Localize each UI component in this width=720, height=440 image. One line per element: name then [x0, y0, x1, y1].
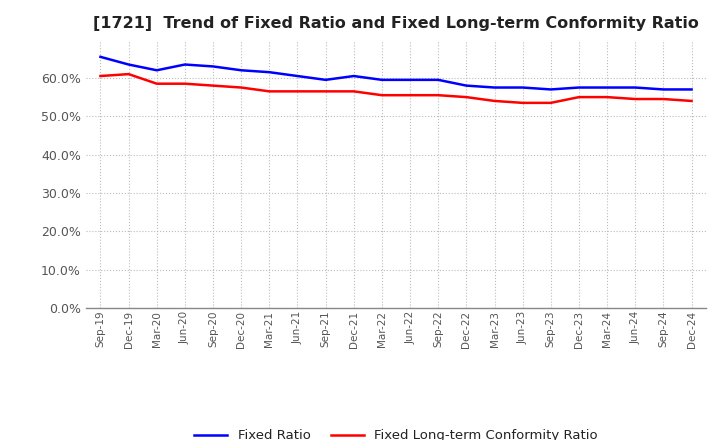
- Fixed Long-term Conformity Ratio: [462, 95, 471, 100]
- Fixed Long-term Conformity Ratio: [659, 96, 667, 102]
- Fixed Ratio: [659, 87, 667, 92]
- Fixed Long-term Conformity Ratio: [687, 98, 696, 103]
- Line: Fixed Long-term Conformity Ratio: Fixed Long-term Conformity Ratio: [101, 74, 691, 103]
- Fixed Long-term Conformity Ratio: [349, 89, 358, 94]
- Fixed Ratio: [125, 62, 133, 67]
- Fixed Ratio: [181, 62, 189, 67]
- Fixed Long-term Conformity Ratio: [321, 89, 330, 94]
- Fixed Ratio: [321, 77, 330, 82]
- Fixed Long-term Conformity Ratio: [631, 96, 639, 102]
- Fixed Ratio: [546, 87, 555, 92]
- Fixed Long-term Conformity Ratio: [575, 95, 583, 100]
- Fixed Ratio: [603, 85, 611, 90]
- Fixed Ratio: [631, 85, 639, 90]
- Line: Fixed Ratio: Fixed Ratio: [101, 57, 691, 89]
- Fixed Long-term Conformity Ratio: [181, 81, 189, 86]
- Fixed Ratio: [153, 68, 161, 73]
- Fixed Ratio: [518, 85, 527, 90]
- Fixed Ratio: [265, 70, 274, 75]
- Fixed Ratio: [575, 85, 583, 90]
- Fixed Long-term Conformity Ratio: [209, 83, 217, 88]
- Legend: Fixed Ratio, Fixed Long-term Conformity Ratio: Fixed Ratio, Fixed Long-term Conformity …: [188, 423, 604, 440]
- Fixed Long-term Conformity Ratio: [125, 71, 133, 77]
- Fixed Long-term Conformity Ratio: [603, 95, 611, 100]
- Fixed Ratio: [687, 87, 696, 92]
- Fixed Ratio: [96, 54, 105, 59]
- Fixed Ratio: [237, 68, 246, 73]
- Fixed Long-term Conformity Ratio: [377, 92, 386, 98]
- Fixed Ratio: [349, 73, 358, 79]
- Fixed Long-term Conformity Ratio: [518, 100, 527, 106]
- Fixed Long-term Conformity Ratio: [96, 73, 105, 79]
- Fixed Long-term Conformity Ratio: [434, 92, 443, 98]
- Title: [1721]  Trend of Fixed Ratio and Fixed Long-term Conformity Ratio: [1721] Trend of Fixed Ratio and Fixed Lo…: [93, 16, 699, 32]
- Fixed Ratio: [293, 73, 302, 79]
- Fixed Ratio: [406, 77, 415, 82]
- Fixed Long-term Conformity Ratio: [406, 92, 415, 98]
- Fixed Ratio: [434, 77, 443, 82]
- Fixed Ratio: [209, 64, 217, 69]
- Fixed Ratio: [462, 83, 471, 88]
- Fixed Ratio: [377, 77, 386, 82]
- Fixed Long-term Conformity Ratio: [237, 85, 246, 90]
- Fixed Long-term Conformity Ratio: [265, 89, 274, 94]
- Fixed Long-term Conformity Ratio: [153, 81, 161, 86]
- Fixed Long-term Conformity Ratio: [293, 89, 302, 94]
- Fixed Ratio: [490, 85, 499, 90]
- Fixed Long-term Conformity Ratio: [546, 100, 555, 106]
- Fixed Long-term Conformity Ratio: [490, 98, 499, 103]
